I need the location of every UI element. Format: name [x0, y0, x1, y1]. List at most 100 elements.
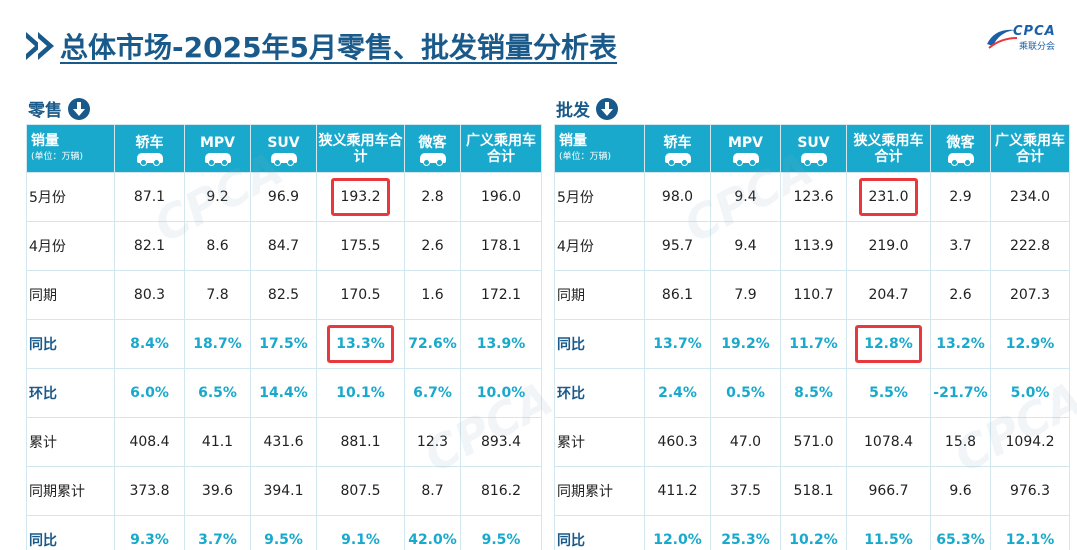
table-cell: 37.5 [710, 466, 781, 516]
table-cell: 84.7 [250, 221, 317, 271]
row-label: 累计 [26, 417, 115, 467]
arrow-down-circle-icon [596, 97, 618, 120]
table-cell: 110.7 [780, 270, 847, 320]
table-cell: 966.7 [846, 466, 931, 516]
table-cell: 1094.2 [990, 417, 1070, 467]
table-row: 同比 12.0% 25.3% 10.2% 11.5% 65.3% 12.1% [554, 515, 1070, 550]
table-cell: 9.4 [710, 172, 781, 222]
highlighted-value: 231.0 [859, 178, 918, 216]
table-cell: 82.5 [250, 270, 317, 320]
header-cell: SUV [250, 124, 317, 173]
table-row: 累计 408.4 41.1 431.6 881.1 12.3 893.4 [26, 417, 542, 467]
table-cell: 175.5 [316, 221, 405, 271]
table-cell: 10.1% [316, 368, 405, 418]
header-cell: 广义乘用车合计 [990, 124, 1070, 173]
table-cell: 231.0 [846, 172, 931, 222]
row-label: 同期 [26, 270, 115, 320]
row-label: 同期累计 [554, 466, 645, 516]
row-label: 同比 [26, 515, 115, 550]
table-row: 同期累计 411.2 37.5 518.1 966.7 9.6 976.3 [554, 466, 1070, 516]
table-cell: 9.6 [930, 466, 991, 516]
table-cell: 207.3 [990, 270, 1070, 320]
table-row: 5月份 98.0 9.4 123.6 231.0 2.9 234.0 [554, 172, 1070, 222]
table-cell: 10.2% [780, 515, 847, 550]
car-icon [270, 152, 297, 166]
table-cell: 12.0% [644, 515, 711, 550]
table-cell: 9.4 [710, 221, 781, 271]
table-row: 累计 460.3 47.0 571.0 1078.4 15.8 1094.2 [554, 417, 1070, 467]
table-cell: 807.5 [316, 466, 405, 516]
table-cell: 204.7 [846, 270, 931, 320]
table-row: 环比 2.4% 0.5% 8.5% 5.5% -21.7% 5.0% [554, 368, 1070, 418]
table-cell: 123.6 [780, 172, 847, 222]
table-row: 同比 8.4% 18.7% 17.5% 13.3% 72.6% 13.9% [26, 319, 542, 369]
table-cell: 39.6 [184, 466, 251, 516]
page-title: 总体市场-2025年5月零售、批发销量分析表 [60, 31, 618, 64]
car-icon [664, 152, 691, 166]
car-icon [204, 152, 231, 166]
table-cell: 13.2% [930, 319, 991, 369]
header-cell: 狭义乘用车合计 [316, 124, 405, 173]
highlighted-value: 13.3% [327, 325, 394, 363]
header-cell: 微客 [930, 124, 991, 173]
table-cell: 86.1 [644, 270, 711, 320]
table-cell: 9.5% [460, 515, 542, 550]
table-cell: 11.5% [846, 515, 931, 550]
table-cell: 394.1 [250, 466, 317, 516]
cpca-logo: CPCA 乘联分会 [985, 24, 1063, 52]
table-row: 环比 6.0% 6.5% 14.4% 10.1% 6.7% 10.0% [26, 368, 542, 418]
table-cell: 222.8 [990, 221, 1070, 271]
table-cell: 196.0 [460, 172, 542, 222]
table-cell: 2.4% [644, 368, 711, 418]
table-cell: 431.6 [250, 417, 317, 467]
table-cell: 3.7 [930, 221, 991, 271]
table-cell: 82.1 [114, 221, 185, 271]
header-cell: MPV [184, 124, 251, 173]
table-cell: 12.9% [990, 319, 1070, 369]
row-label: 同比 [26, 319, 115, 369]
table-cell: 178.1 [460, 221, 542, 271]
van-icon [419, 152, 446, 166]
header-cell: 轿车 [644, 124, 711, 173]
table-cell: 113.9 [780, 221, 847, 271]
header-cell: MPV [710, 124, 781, 173]
table-cell: 2.9 [930, 172, 991, 222]
table-row: 同期 86.1 7.9 110.7 204.7 2.6 207.3 [554, 270, 1070, 320]
table-cell: 9.1% [316, 515, 405, 550]
table-cell: 881.1 [316, 417, 405, 467]
highlighted-value: 12.8% [855, 325, 922, 363]
wholesale-section-label: 批发 [556, 96, 618, 121]
table-cell: 234.0 [990, 172, 1070, 222]
van-icon [947, 152, 974, 166]
table-cell: 80.3 [114, 270, 185, 320]
header-cell: 微客 [404, 124, 461, 173]
car-icon [800, 152, 827, 166]
table-row: 4月份 95.7 9.4 113.9 219.0 3.7 222.8 [554, 221, 1070, 271]
table-cell: 72.6% [404, 319, 461, 369]
table-row: 5月份 87.1 9.2 96.9 193.2 2.8 196.0 [26, 172, 542, 222]
table-row: 同比 9.3% 3.7% 9.5% 9.1% 42.0% 9.5% [26, 515, 542, 550]
table-cell: 12.1% [990, 515, 1070, 550]
table-cell: 12.3 [404, 417, 461, 467]
table-cell: 95.7 [644, 221, 711, 271]
car-icon [136, 152, 163, 166]
table-cell: 893.4 [460, 417, 542, 467]
retail-section-label: 零售 [28, 96, 90, 121]
table-cell: 7.9 [710, 270, 781, 320]
table-cell: 9.3% [114, 515, 185, 550]
table-row: 同期 80.3 7.8 82.5 170.5 1.6 172.1 [26, 270, 542, 320]
table-cell: 18.7% [184, 319, 251, 369]
table-cell: 8.7 [404, 466, 461, 516]
table-cell: 65.3% [930, 515, 991, 550]
table-cell: 518.1 [780, 466, 847, 516]
table-cell: 5.0% [990, 368, 1070, 418]
table-cell: 19.2% [710, 319, 781, 369]
table-cell: 47.0 [710, 417, 781, 467]
table-cell: 2.6 [404, 221, 461, 271]
table-cell: 219.0 [846, 221, 931, 271]
table-cell: 2.6 [930, 270, 991, 320]
row-label: 环比 [554, 368, 645, 418]
table-cell: 11.7% [780, 319, 847, 369]
header-cell: 广义乘用车合计 [460, 124, 542, 173]
table-cell: -21.7% [930, 368, 991, 418]
